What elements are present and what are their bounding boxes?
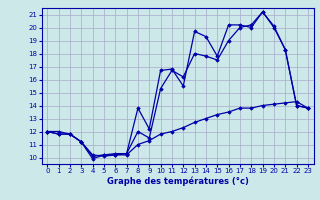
X-axis label: Graphe des températures (°c): Graphe des températures (°c) — [107, 177, 249, 186]
